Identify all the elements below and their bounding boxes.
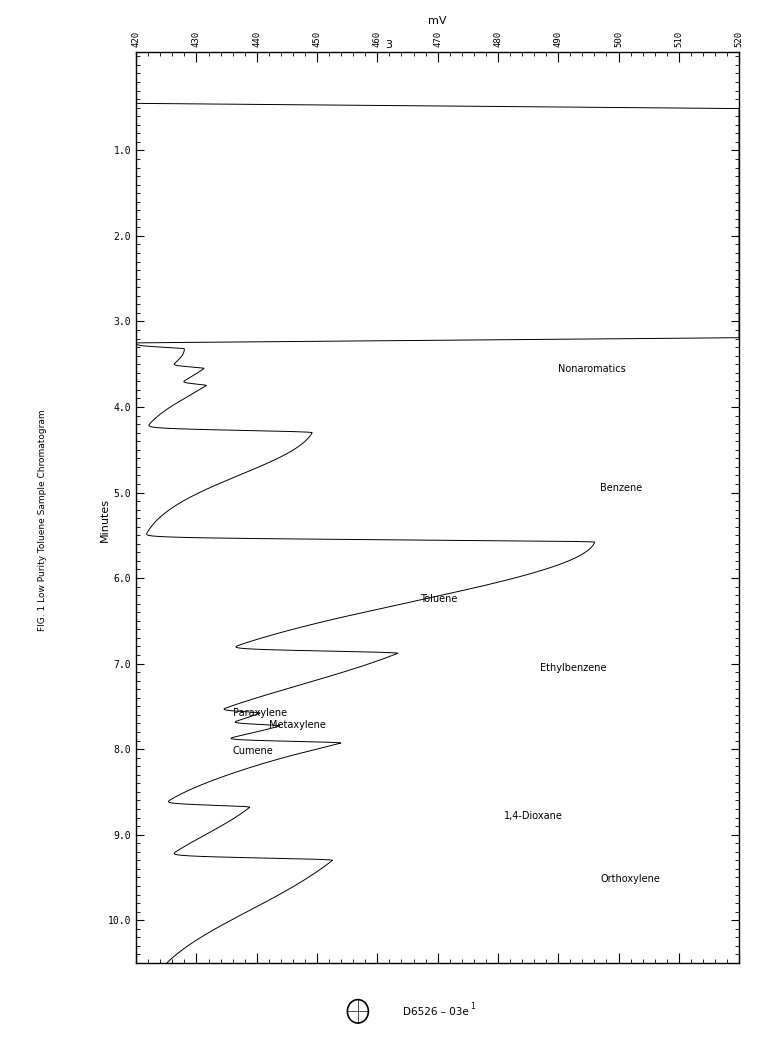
Text: 1: 1 xyxy=(470,1002,475,1011)
Text: Minutes: Minutes xyxy=(100,499,110,542)
Text: Cumene: Cumene xyxy=(233,745,273,756)
Text: Benzene: Benzene xyxy=(601,483,643,493)
Text: Ethylbenzene: Ethylbenzene xyxy=(540,663,607,672)
Text: Orthoxylene: Orthoxylene xyxy=(601,874,661,884)
Text: Paraxylene: Paraxylene xyxy=(233,708,287,718)
X-axis label: mV: mV xyxy=(429,16,447,26)
Text: 1,4-Dioxane: 1,4-Dioxane xyxy=(504,811,562,820)
Text: Toluene: Toluene xyxy=(419,594,457,605)
Text: FIG. 1 Low Purity Toluene Sample Chromatogram: FIG. 1 Low Purity Toluene Sample Chromat… xyxy=(38,410,47,631)
Text: 3: 3 xyxy=(386,40,392,50)
Text: Metaxylene: Metaxylene xyxy=(269,720,326,730)
Text: Nonaromatics: Nonaromatics xyxy=(559,363,626,374)
Text: D6526 – 03e: D6526 – 03e xyxy=(403,1007,468,1017)
